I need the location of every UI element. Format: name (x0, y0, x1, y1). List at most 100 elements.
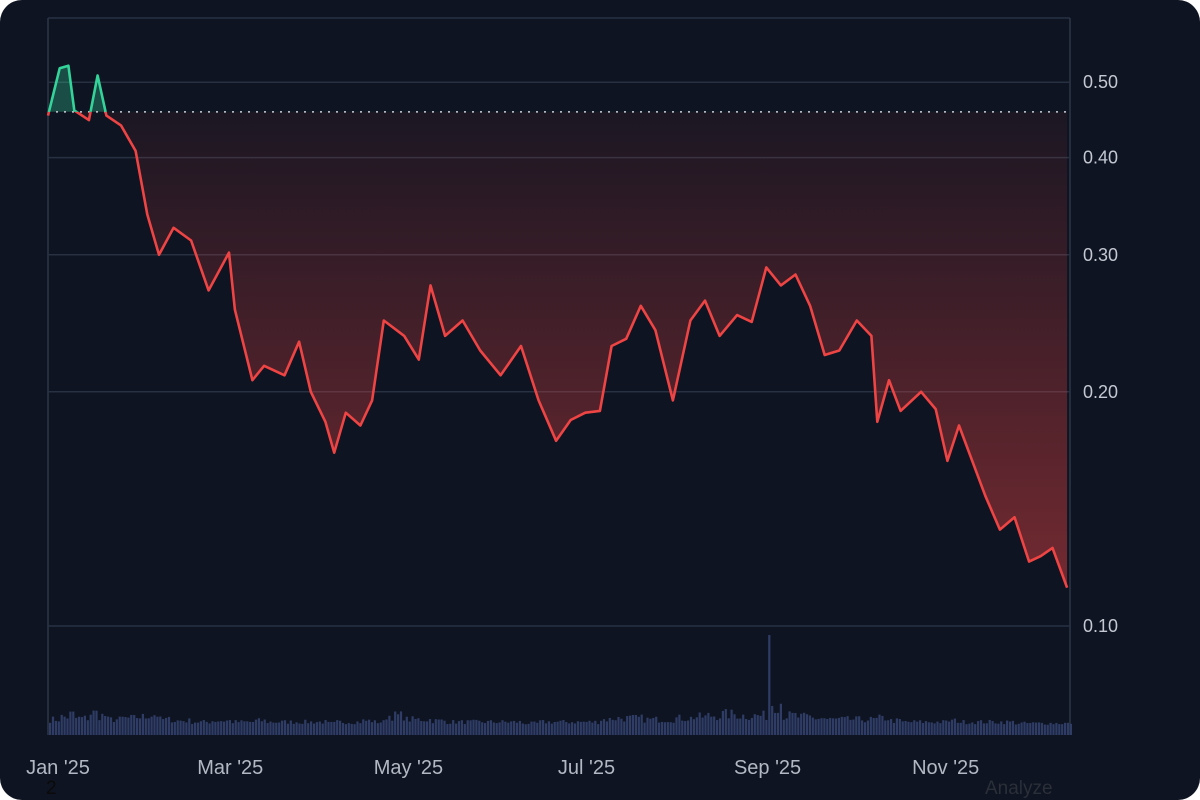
volume-bar (571, 722, 574, 735)
volume-bar (614, 720, 617, 735)
volume-bar (623, 721, 626, 735)
volume-bar (211, 721, 214, 735)
volume-bar (924, 721, 927, 735)
volume-bar (982, 723, 985, 735)
volume-bar (173, 721, 176, 735)
volume-bar (1008, 721, 1012, 735)
volume-bar (176, 720, 179, 735)
volume-bar (301, 723, 304, 735)
volume-bar (985, 723, 988, 735)
volume-bar (1035, 722, 1038, 735)
volume-bar (890, 719, 893, 735)
volume-bar (370, 722, 374, 735)
volume-bar (716, 720, 719, 735)
volume-bar (231, 723, 234, 735)
volume-bar (281, 720, 284, 735)
volume-bar (901, 721, 904, 735)
volume-bar (353, 724, 356, 735)
volume-bar (765, 719, 768, 735)
volume-bar (878, 714, 881, 735)
volume-bar (544, 723, 548, 735)
volume-bar (165, 717, 168, 735)
volume-bar (478, 720, 481, 735)
y-axis: 0.10 0.20 0.30 0.40 0.50 (1083, 72, 1118, 636)
volume-bar (359, 723, 362, 735)
volume-bar (147, 718, 150, 735)
volume-bar (1037, 722, 1041, 735)
volume-bar (1069, 723, 1072, 735)
volume-bar (1011, 720, 1014, 735)
volume-bar (805, 714, 809, 735)
volume-bar (655, 716, 658, 735)
volume-bar (417, 718, 420, 735)
volume-bar (344, 724, 347, 735)
volume-bar (397, 714, 400, 735)
volume-bar (107, 716, 110, 735)
volume-bar (513, 720, 516, 735)
volume-bar (263, 719, 266, 735)
volume-bar (866, 720, 869, 735)
volume-bar (104, 715, 107, 735)
volume-bar (678, 714, 681, 735)
volume-bar (753, 714, 756, 735)
volume-bar (225, 720, 229, 735)
volume-bar (948, 721, 951, 735)
volume-bar (373, 720, 376, 735)
volume-bar (962, 720, 965, 735)
volume-bar (228, 720, 231, 735)
volume-bar (275, 722, 278, 735)
volume-bar (179, 720, 182, 735)
volume-bar (298, 723, 301, 735)
volume-bar (745, 718, 748, 735)
volume-bar (669, 722, 672, 735)
volume-bar (684, 721, 687, 735)
volume-bar (759, 715, 762, 735)
volume-bar (376, 723, 379, 735)
volume-bar (1058, 724, 1061, 735)
volume-bar (721, 710, 724, 735)
volume-bar (399, 711, 403, 735)
volume-bar (202, 720, 205, 735)
volume-bar (771, 705, 774, 735)
volume-bar (457, 721, 461, 735)
volume-bar (356, 721, 359, 735)
volume-bar (295, 722, 298, 735)
volume-bar (492, 722, 495, 735)
volume-bar (858, 716, 861, 735)
volume-bar (489, 720, 492, 735)
volume-bar (701, 717, 704, 735)
volume-bar (837, 717, 840, 735)
volume-bar (330, 721, 333, 735)
volume-bar (469, 720, 472, 735)
volume-bar (507, 722, 510, 735)
volume-bar (484, 723, 487, 735)
volume-bar (898, 719, 901, 735)
volume-bar (368, 719, 371, 735)
x-axis: Jan '25 Mar '25 May '25 Jul '25 Sep '25 Nov '… (26, 757, 979, 779)
volume-bar (249, 721, 252, 735)
analyze-link[interactable]: Analyze (985, 778, 1053, 799)
volume-bar (652, 717, 655, 735)
volume-bar (321, 723, 324, 735)
volume-bar (118, 716, 121, 735)
volume-bar (817, 718, 820, 735)
volume-bar (788, 711, 791, 735)
volume-bar (1014, 724, 1017, 735)
volume-bar (339, 720, 342, 735)
volume-bar (101, 713, 104, 735)
volume-bar (527, 723, 530, 735)
x-tick-label: Nov '25 (912, 757, 979, 779)
volume-bar (631, 714, 635, 735)
volume-bar (869, 716, 872, 735)
volume-bar (530, 721, 533, 735)
volume-bar (956, 722, 959, 735)
price-lines (46, 64, 1069, 589)
volume-bar (875, 717, 878, 735)
volume-bar (150, 716, 153, 735)
volume-bar (121, 716, 124, 735)
volume-bar (434, 719, 437, 735)
volume-bar (324, 720, 327, 735)
volume-bar (562, 719, 565, 735)
